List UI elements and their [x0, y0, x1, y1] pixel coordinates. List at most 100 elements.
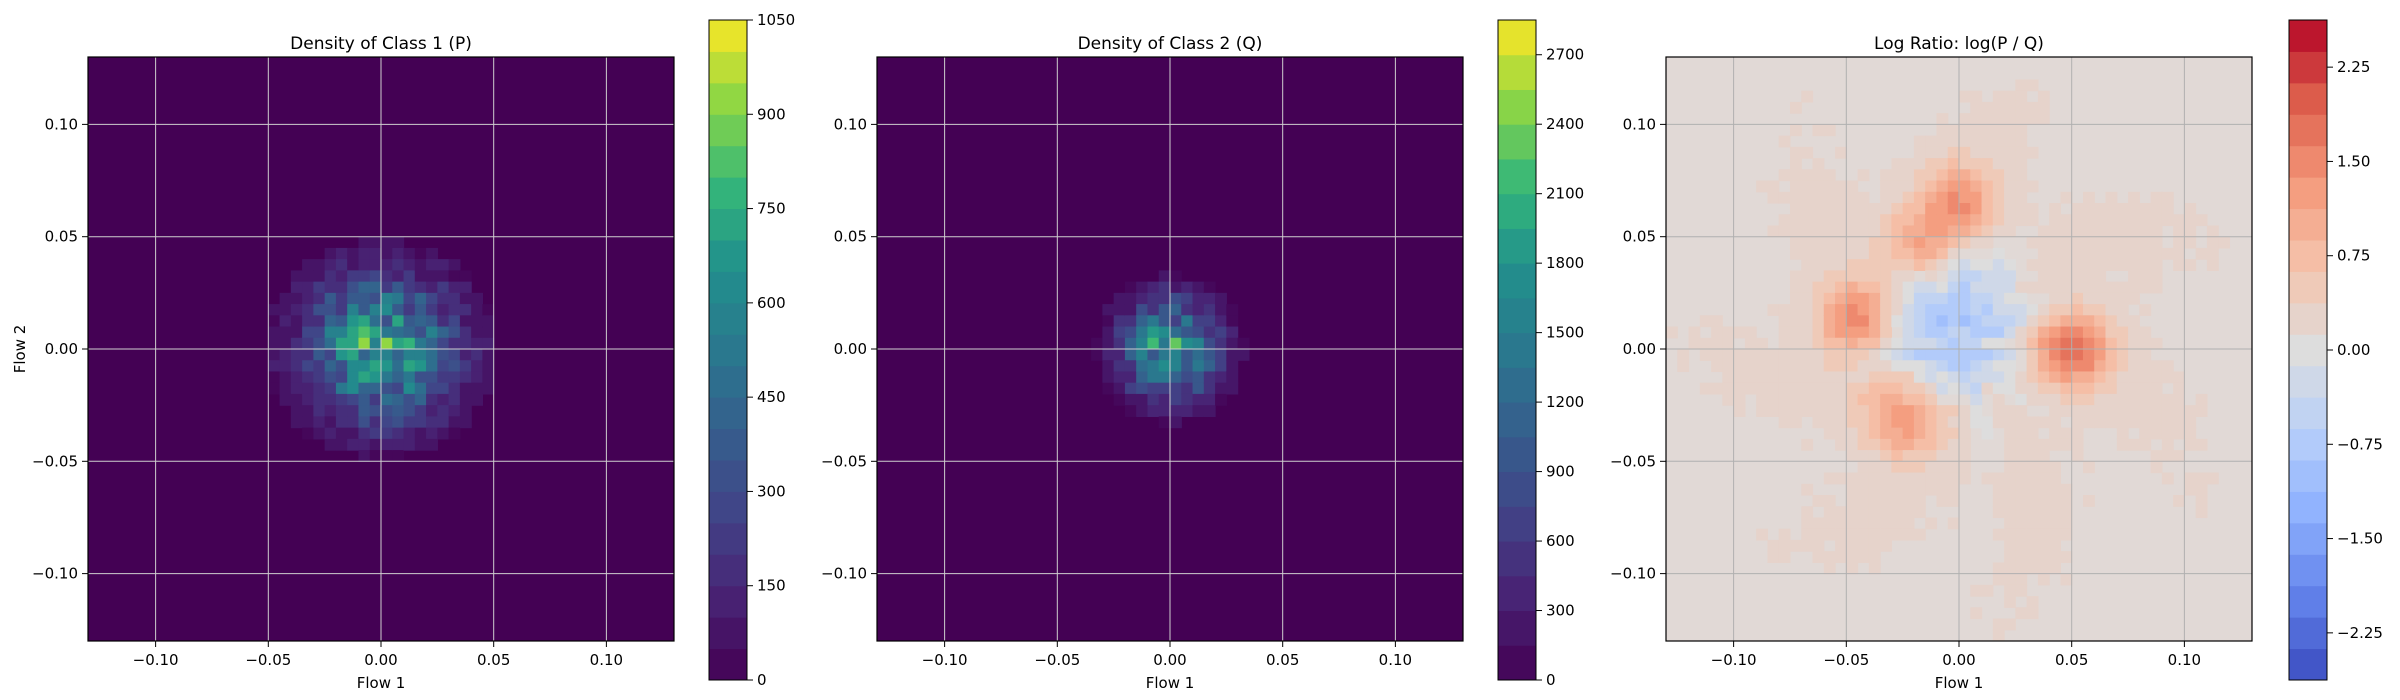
heat-cell [358, 382, 371, 395]
heat-cell [358, 292, 371, 305]
heat-cell [1959, 315, 1971, 328]
heat-cell [2150, 281, 2163, 294]
heat-cell [1959, 405, 1971, 417]
heat-cell [2161, 472, 2174, 485]
heat-cell [1113, 393, 1126, 406]
heat-cell [1936, 304, 1949, 316]
heat-cell [1812, 371, 1825, 384]
heat-cell [302, 270, 314, 283]
heat-cell [1789, 349, 1802, 361]
heat-cell [1857, 427, 1870, 440]
heat-cell [2082, 337, 2095, 350]
heat-cell [1857, 405, 1870, 417]
heat-cell [2026, 259, 2039, 271]
heat-cell [369, 405, 382, 417]
heat-cell [1113, 326, 1126, 339]
heat-cell [1902, 360, 1915, 373]
heat-cell [2128, 393, 2140, 406]
heat-cell [2082, 360, 2095, 373]
heat-cell [2004, 551, 2016, 563]
heat-cell [1981, 236, 1994, 249]
heat-cell [2015, 450, 2028, 462]
heat-cell [2173, 393, 2185, 406]
heat-cell [392, 438, 405, 451]
heat-cell [358, 281, 371, 294]
heat-cell [1237, 337, 1250, 350]
heat-cell [1158, 292, 1171, 305]
heat-cell [1835, 236, 1847, 249]
heat-cell [2206, 472, 2219, 485]
heat-cell [1226, 382, 1239, 395]
heat-cell [1880, 427, 1892, 440]
heat-cell [1891, 169, 1904, 182]
heat-cell [1823, 360, 1836, 373]
heat-cell [2037, 539, 2050, 552]
heat-cell [302, 405, 314, 417]
heat-cell [1722, 360, 1735, 373]
heat-cell [1846, 337, 1859, 350]
heat-cell [2049, 225, 2062, 238]
heat-cell [1902, 517, 1915, 530]
heat-cell [2026, 113, 2039, 125]
heat-cell [392, 292, 405, 305]
heat-cell [2015, 416, 2028, 429]
heat-cell [1846, 382, 1859, 395]
heat-cell [324, 337, 337, 350]
heat-cell [1913, 292, 1926, 305]
heat-cell [1947, 180, 1960, 193]
heat-cell [381, 270, 393, 283]
heat-cell [1891, 180, 1904, 193]
heat-cell [1801, 214, 1814, 227]
heat-cell [1902, 292, 1915, 305]
heat-cell [414, 393, 427, 406]
heat-cell [1925, 158, 1938, 170]
heat-cell [1744, 371, 1757, 384]
heat-cell [1170, 371, 1182, 384]
heat-cell [1913, 427, 1926, 440]
colorbar-tick-label: 1500 [1546, 324, 1584, 342]
heat-cell [1778, 405, 1791, 417]
heat-cell [2060, 495, 2073, 507]
heat-cell [1970, 124, 1983, 137]
heat-cell [1936, 203, 1949, 215]
heat-cell [2150, 247, 2163, 260]
heat-cell [471, 393, 484, 406]
heat-cell [1959, 427, 1971, 440]
heat-cell [369, 371, 382, 384]
heat-cell [1722, 393, 1735, 406]
heat-cell [2026, 101, 2039, 114]
heat-cell [313, 337, 326, 350]
heat-cell [426, 393, 438, 406]
heat-cell [1925, 371, 1938, 384]
heat-cell [2161, 214, 2174, 227]
heat-cell [1124, 371, 1137, 384]
heat-cell [1147, 292, 1160, 305]
heat-cell [426, 315, 438, 328]
heat-cell [1136, 281, 1149, 294]
heat-cell [1835, 326, 1847, 339]
heat-cell [392, 349, 405, 361]
colorbar-segment [709, 397, 747, 430]
heat-cell [1925, 349, 1938, 361]
heat-cell [2173, 259, 2185, 271]
heat-cell [2161, 438, 2174, 451]
heat-cell [1846, 450, 1859, 462]
colorbar-segment [1498, 610, 1536, 646]
heat-cell [358, 247, 371, 260]
heat-cell [1835, 180, 1847, 193]
heat-cell [1992, 573, 2005, 586]
heat-cell [1857, 551, 1870, 563]
heat-cell [1124, 281, 1137, 294]
heat-cell [1868, 483, 1881, 496]
heat-cell [2037, 315, 2050, 328]
colorbar-segment [1498, 471, 1536, 507]
heat-cell [2004, 349, 2016, 361]
heat-cell [1835, 416, 1847, 429]
heat-cell [2049, 349, 2062, 361]
heat-cell [1947, 438, 1960, 451]
heat-cell [426, 281, 438, 294]
heat-cell [1880, 483, 1892, 496]
heat-cell [1181, 382, 1194, 395]
heat-cell [414, 405, 427, 417]
heat-cell [1970, 270, 1983, 283]
